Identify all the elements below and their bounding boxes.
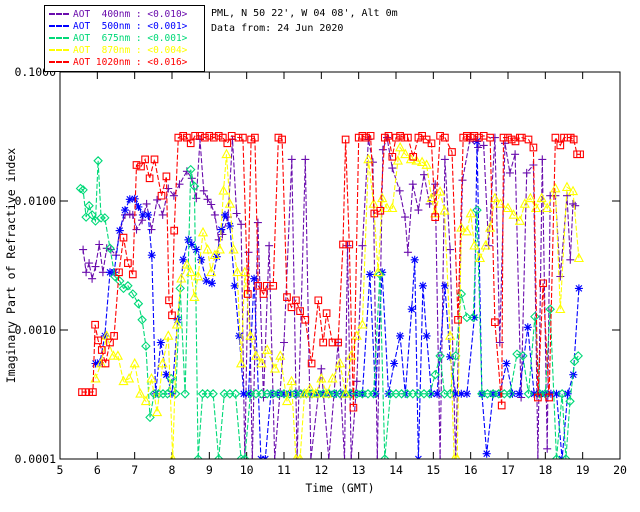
plot-frame bbox=[59, 71, 621, 460]
site-location: PML, N 50 22', W 04 08', Alt 0m bbox=[211, 8, 398, 19]
x-tick-label: 6 bbox=[94, 463, 101, 477]
x-tick-label: 11 bbox=[277, 463, 291, 477]
x-tick-label: 7 bbox=[131, 463, 138, 477]
x-tick-label: 18 bbox=[538, 463, 552, 477]
series-aot-1020nm bbox=[78, 131, 584, 412]
legend-dash-sample bbox=[49, 61, 69, 63]
x-axis-title: Time (GMT) bbox=[305, 481, 374, 495]
series-markers bbox=[75, 156, 583, 459]
legend-dash-sample bbox=[49, 13, 69, 15]
legend-label: AOT 1020nm : <0.016> bbox=[73, 56, 188, 68]
y-tick-label: 0.0001 bbox=[14, 452, 56, 466]
x-tick-label: 10 bbox=[240, 463, 254, 477]
x-tick-label: 20 bbox=[613, 463, 627, 477]
y-axis-title: Imaginary Part of Refractive index bbox=[4, 148, 18, 383]
y-tick-label: 0.0010 bbox=[14, 323, 56, 337]
legend-label: AOT 500nm : <0.001> bbox=[73, 20, 188, 32]
y-tick-label: 0.0100 bbox=[14, 194, 56, 208]
legend-box: AOT 400nm : <0.010> AOT 500nm : <0.001> AO… bbox=[44, 5, 205, 72]
x-tick-label: 16 bbox=[464, 463, 478, 477]
legend-label: AOT 870nm : <0.004> bbox=[73, 44, 188, 56]
x-tick-label: 15 bbox=[426, 463, 440, 477]
legend-dash-sample bbox=[49, 37, 69, 39]
x-tick-label: 14 bbox=[389, 463, 403, 477]
series-line bbox=[82, 134, 581, 408]
series-markers bbox=[90, 141, 585, 459]
legend-entry: AOT 400nm : <0.010> bbox=[49, 8, 200, 20]
legend-dash-sample bbox=[49, 49, 69, 51]
series-line bbox=[80, 160, 579, 459]
legend-entry: AOT 1020nm : <0.016> bbox=[49, 56, 200, 68]
legend-entry: AOT 870nm : <0.004> bbox=[49, 44, 200, 56]
x-tick-label: 12 bbox=[314, 463, 328, 477]
axis-labels: 5 6 7 8 9 10 11 12 13 14 15 16 17 18 19 200.10000.01000… bbox=[14, 65, 627, 477]
legend-label: AOT 400nm : <0.010> bbox=[73, 8, 188, 20]
series-aot-675nm bbox=[75, 156, 583, 459]
legend-label: AOT 675nm : <0.001> bbox=[73, 32, 188, 44]
site-header: PML, N 50 22', W 04 08', Alt 0m Data fro… bbox=[211, 6, 398, 36]
series-aot-870nm bbox=[90, 141, 585, 459]
series-markers bbox=[78, 131, 584, 412]
x-tick-label: 8 bbox=[169, 463, 176, 477]
series-line bbox=[82, 137, 576, 459]
x-tick-label: 19 bbox=[576, 463, 590, 477]
x-tick-label: 9 bbox=[206, 463, 213, 477]
x-tick-label: 17 bbox=[501, 463, 515, 477]
x-tick-label: 13 bbox=[352, 463, 366, 477]
legend-dash-sample bbox=[49, 25, 69, 27]
x-tick-label: 5 bbox=[57, 463, 64, 477]
data-date: Data from: 24 Jun 2020 bbox=[211, 23, 344, 34]
legend-entry: AOT 675nm : <0.001> bbox=[49, 32, 200, 44]
legend-entry: AOT 500nm : <0.001> bbox=[49, 20, 200, 32]
